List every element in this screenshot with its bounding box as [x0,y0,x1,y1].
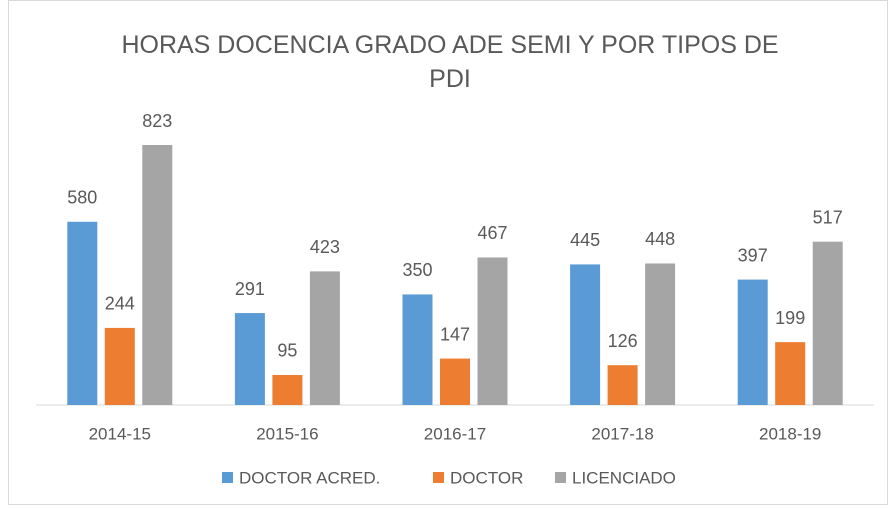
bar [775,342,806,405]
bar [812,241,843,405]
chart-title: HORAS DOCENCIA GRADO ADE SEMI Y POR TIPO… [121,31,779,93]
bar [607,365,638,405]
data-label: 580 [67,188,97,208]
bar [67,221,98,405]
data-label: 126 [608,331,638,351]
data-label: 445 [570,230,600,250]
bar [142,145,173,405]
bar [402,294,433,405]
x-tick-label: 2017-18 [591,424,653,443]
legend-label: LICENCIADO [572,468,676,487]
x-tick-label: 2015-16 [256,424,318,443]
legend-swatch [433,472,444,483]
data-label: 291 [235,279,265,299]
bar [104,327,135,405]
legend-label: DOCTOR ACRED. [239,468,380,487]
x-tick-label: 2018-19 [759,424,821,443]
x-tick-label: 2014-15 [89,424,151,443]
bar [737,279,768,405]
bar [645,263,676,405]
bar [234,313,265,405]
x-tick-label: 2016-17 [424,424,486,443]
data-label: 448 [645,229,675,249]
legend-swatch [555,472,566,483]
data-label: 517 [813,207,843,227]
bar [570,264,601,405]
bar [477,257,508,405]
legend-swatch [222,472,233,483]
data-label: 147 [440,324,470,344]
data-label: 244 [105,294,135,314]
legend-label: DOCTOR [450,468,523,487]
data-label: 423 [310,237,340,257]
data-label: 467 [477,223,507,243]
bar [440,358,470,405]
data-label: 397 [738,245,768,265]
bar [272,374,303,405]
data-label: 95 [277,341,297,361]
data-label: 823 [142,111,172,131]
data-label: 350 [402,260,432,280]
bar [309,271,340,405]
chart-frame [8,0,888,505]
data-label: 199 [775,308,805,328]
